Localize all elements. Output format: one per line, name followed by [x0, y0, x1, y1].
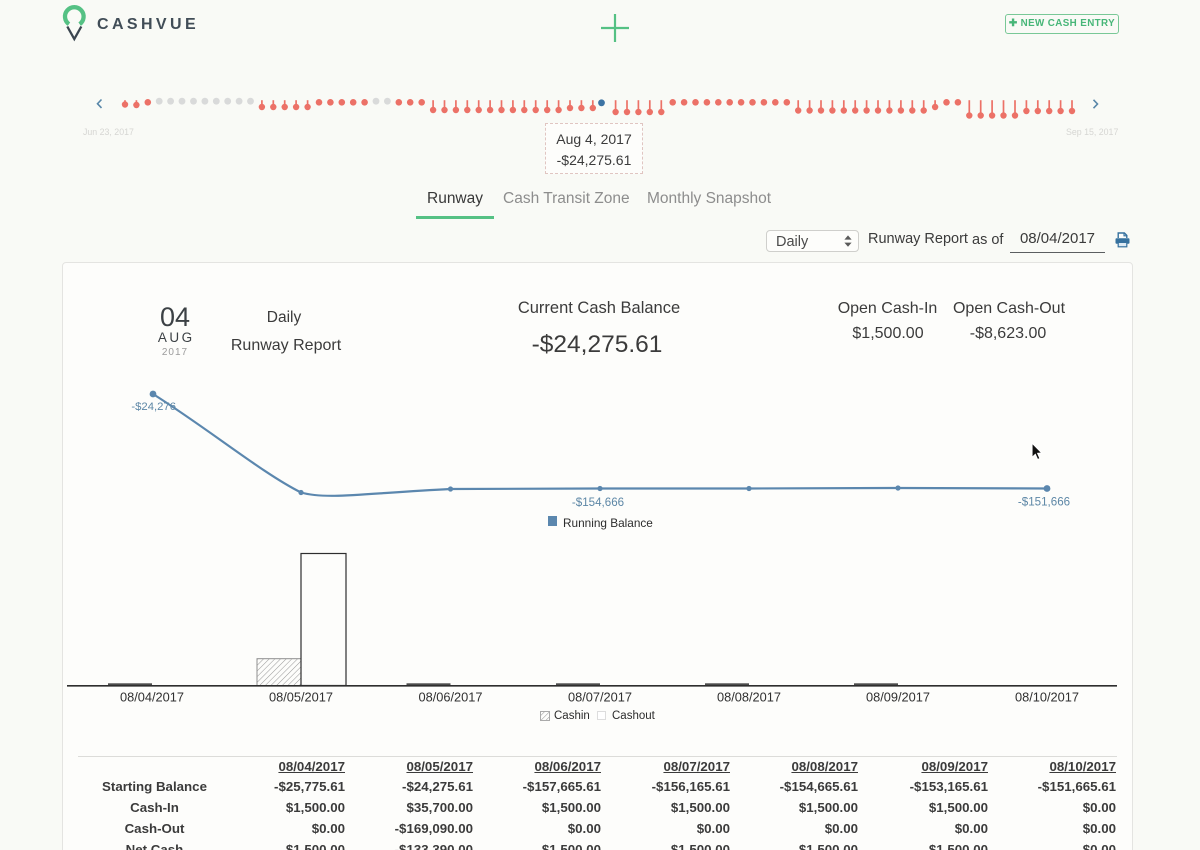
- svg-text:08/09/2017: 08/09/2017: [866, 690, 930, 705]
- svg-text:08/05/2017: 08/05/2017: [269, 690, 333, 705]
- svg-text:08/07/2017: 08/07/2017: [568, 690, 632, 705]
- svg-text:-$154,666: -$154,666: [572, 496, 624, 509]
- svg-text:08/04/2017: 08/04/2017: [120, 690, 184, 705]
- svg-text:08/10/2017: 08/10/2017: [1015, 690, 1079, 705]
- svg-text:-$24,276: -$24,276: [131, 401, 176, 413]
- svg-text:08/08/2017: 08/08/2017: [717, 690, 781, 705]
- svg-text:-$151,666: -$151,666: [1018, 496, 1070, 509]
- svg-text:08/06/2017: 08/06/2017: [418, 690, 482, 705]
